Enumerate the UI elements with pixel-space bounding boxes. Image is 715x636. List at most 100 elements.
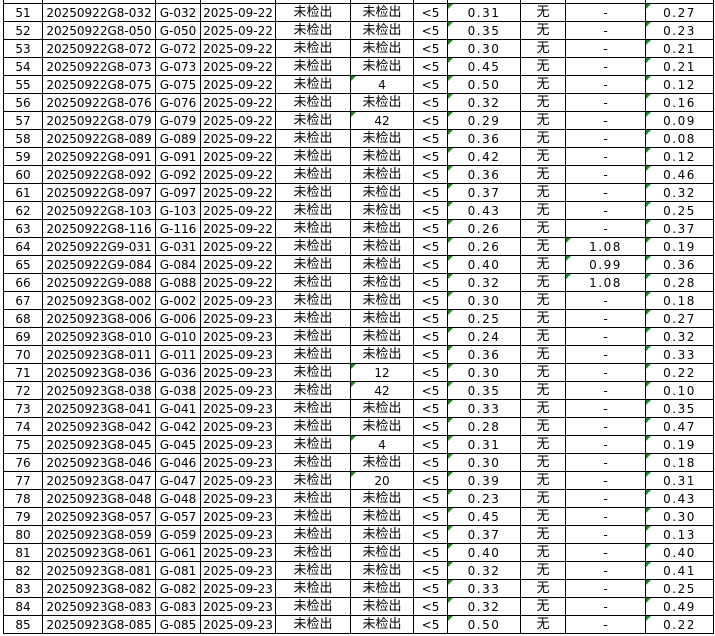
cell-date[interactable]: 2025-09-23: [200, 616, 275, 634]
cell-presence[interactable]: 无: [520, 112, 565, 130]
cell-sample-code[interactable]: G-097: [155, 184, 200, 202]
cell-sample-id[interactable]: [42, 0, 155, 4]
cell-value[interactable]: 0.45: [447, 508, 520, 526]
cell-result-a[interactable]: 未检出: [275, 274, 350, 292]
cell-date[interactable]: 2025-09-22: [200, 148, 275, 166]
cell-sample-code[interactable]: G-006: [155, 310, 200, 328]
cell-presence[interactable]: 无: [520, 490, 565, 508]
cell-sample-id[interactable]: 20250923G8-036: [42, 364, 155, 382]
cell-sample-id[interactable]: 20250922G8-076: [42, 94, 155, 112]
cell-date[interactable]: 2025-09-23: [200, 382, 275, 400]
cell-extra-value[interactable]: -: [565, 454, 645, 472]
cell-presence[interactable]: 无: [520, 130, 565, 148]
cell-sample-id[interactable]: 20250922G9-031: [42, 238, 155, 256]
cell-limit[interactable]: <5: [413, 202, 447, 220]
cell-extra-value[interactable]: -: [565, 418, 645, 436]
cell-result-a[interactable]: 未检出: [275, 382, 350, 400]
cell-date[interactable]: 2025-09-22: [200, 130, 275, 148]
cell-sample-code[interactable]: G-036: [155, 364, 200, 382]
cell-extra-value[interactable]: -: [565, 580, 645, 598]
cell-sample-code[interactable]: G-045: [155, 436, 200, 454]
cell-limit[interactable]: [413, 0, 447, 4]
cell-sample-code[interactable]: G-085: [155, 616, 200, 634]
cell-limit[interactable]: <5: [413, 580, 447, 598]
cell-date[interactable]: 2025-09-23: [200, 598, 275, 616]
cell-presence[interactable]: 无: [520, 328, 565, 346]
cell-row-number[interactable]: 64: [3, 238, 42, 256]
cell-result-b[interactable]: 未检出: [350, 40, 413, 58]
cell-presence[interactable]: 无: [520, 562, 565, 580]
cell-result-b[interactable]: 未检出: [350, 22, 413, 40]
cell-sample-code[interactable]: G-032: [155, 4, 200, 22]
cell-extra-value[interactable]: -: [565, 400, 645, 418]
cell-extra-value[interactable]: [565, 0, 645, 4]
cell-final-value[interactable]: 0.10: [645, 382, 714, 400]
cell-result-a[interactable]: 未检出: [275, 184, 350, 202]
cell-final-value[interactable]: 0.27: [645, 310, 714, 328]
cell-result-a[interactable]: 未检出: [275, 544, 350, 562]
cell-sample-id[interactable]: 20250922G8-073: [42, 58, 155, 76]
cell-row-number[interactable]: 61: [3, 184, 42, 202]
cell-row-number[interactable]: 58: [3, 130, 42, 148]
cell-final-value[interactable]: 0.09: [645, 112, 714, 130]
cell-extra-value[interactable]: -: [565, 112, 645, 130]
cell-final-value[interactable]: 0.12: [645, 76, 714, 94]
cell-row-number[interactable]: 81: [3, 544, 42, 562]
cell-row-number[interactable]: 72: [3, 382, 42, 400]
cell-sample-code[interactable]: G-103: [155, 202, 200, 220]
cell-value[interactable]: 0.42: [447, 148, 520, 166]
cell-limit[interactable]: <5: [413, 346, 447, 364]
cell-result-b[interactable]: 未检出: [350, 148, 413, 166]
cell-row-number[interactable]: 83: [3, 580, 42, 598]
cell-limit[interactable]: <5: [413, 148, 447, 166]
cell-extra-value[interactable]: -: [565, 328, 645, 346]
cell-sample-code[interactable]: G-088: [155, 274, 200, 292]
cell-row-number[interactable]: 68: [3, 310, 42, 328]
cell-row-number[interactable]: 67: [3, 292, 42, 310]
cell-extra-value[interactable]: -: [565, 40, 645, 58]
cell-presence[interactable]: 无: [520, 454, 565, 472]
cell-result-a[interactable]: 未检出: [275, 436, 350, 454]
cell-extra-value[interactable]: -: [565, 616, 645, 634]
cell-final-value[interactable]: 0.35: [645, 400, 714, 418]
cell-value[interactable]: 0.33: [447, 580, 520, 598]
cell-presence[interactable]: 无: [520, 220, 565, 238]
cell-result-b[interactable]: 未检出: [350, 220, 413, 238]
cell-result-a[interactable]: 未检出: [275, 22, 350, 40]
cell-row-number[interactable]: 54: [3, 58, 42, 76]
cell-extra-value[interactable]: -: [565, 58, 645, 76]
cell-sample-id[interactable]: 20250923G8-038: [42, 382, 155, 400]
cell-final-value[interactable]: 0.21: [645, 58, 714, 76]
cell-row-number[interactable]: 62: [3, 202, 42, 220]
cell-limit[interactable]: <5: [413, 328, 447, 346]
cell-value[interactable]: 0.28: [447, 418, 520, 436]
cell-result-a[interactable]: 未检出: [275, 130, 350, 148]
cell-presence[interactable]: 无: [520, 256, 565, 274]
cell-row-number[interactable]: 79: [3, 508, 42, 526]
cell-result-a[interactable]: 未检出: [275, 292, 350, 310]
cell-result-b[interactable]: 未检出: [350, 400, 413, 418]
cell-limit[interactable]: <5: [413, 94, 447, 112]
cell-date[interactable]: 2025-09-22: [200, 184, 275, 202]
cell-final-value[interactable]: 0.46: [645, 166, 714, 184]
cell-row-number[interactable]: 65: [3, 256, 42, 274]
cell-final-value[interactable]: 0.37: [645, 220, 714, 238]
cell-sample-code[interactable]: G-046: [155, 454, 200, 472]
cell-extra-value[interactable]: -: [565, 562, 645, 580]
cell-value[interactable]: 0.30: [447, 364, 520, 382]
cell-sample-id[interactable]: 20250923G8-041: [42, 400, 155, 418]
cell-result-a[interactable]: 未检出: [275, 598, 350, 616]
cell-result-b[interactable]: 未检出: [350, 166, 413, 184]
cell-presence[interactable]: 无: [520, 544, 565, 562]
cell-final-value[interactable]: 0.16: [645, 94, 714, 112]
cell-extra-value[interactable]: -: [565, 364, 645, 382]
cell-result-a[interactable]: 未检出: [275, 454, 350, 472]
cell-sample-id[interactable]: 20250923G8-048: [42, 490, 155, 508]
cell-date[interactable]: 2025-09-23: [200, 580, 275, 598]
cell-value[interactable]: [447, 0, 520, 4]
cell-sample-id[interactable]: 20250923G8-045: [42, 436, 155, 454]
cell-presence[interactable]: 无: [520, 418, 565, 436]
cell-limit[interactable]: <5: [413, 310, 447, 328]
cell-date[interactable]: 2025-09-22: [200, 166, 275, 184]
cell-sample-code[interactable]: G-050: [155, 22, 200, 40]
